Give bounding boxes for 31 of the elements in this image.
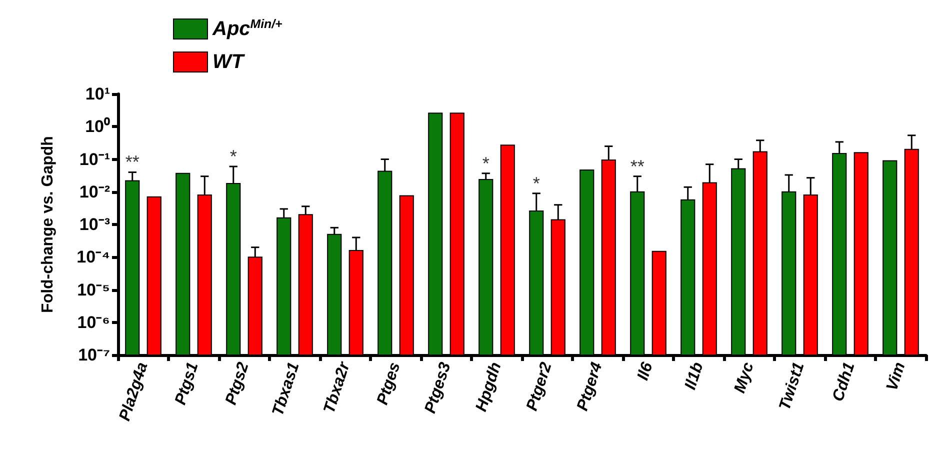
y-tick-label: 10⁻⁵ xyxy=(77,280,110,300)
y-tick-label: 10¹ xyxy=(85,84,110,104)
y-tick-label: 10⁰ xyxy=(85,117,110,136)
x-tick-label: Hpgdh xyxy=(473,360,505,414)
y-tick-label: 10⁻³ xyxy=(79,215,110,234)
x-tick-label: Ptgs2 xyxy=(222,360,252,408)
data-label: * xyxy=(532,173,540,194)
x-tick-label: Il6 xyxy=(634,360,656,383)
y-tick-label: 10⁻⁶ xyxy=(77,312,110,332)
y-tick-label: 10⁻¹ xyxy=(79,150,110,169)
x-tick-label: Ptges3 xyxy=(422,360,454,416)
x-tick-label: Ptger4 xyxy=(574,360,606,413)
legend-label: WT xyxy=(212,51,246,73)
x-tick-label: Vim xyxy=(884,360,909,393)
x-tick-label: Ptgs1 xyxy=(172,360,202,408)
x-tick-label: Ptger2 xyxy=(524,360,556,413)
y-tick-label: 10⁻² xyxy=(79,182,110,202)
x-tick-label: Cdh1 xyxy=(830,360,858,404)
data-label: * xyxy=(482,153,490,174)
x-tick-label: Il1b xyxy=(682,360,707,392)
y-axis-title: Fold-change vs. Gapdh xyxy=(40,136,56,313)
y-tick-label: 10⁻⁷ xyxy=(78,346,110,364)
data-label: ** xyxy=(630,156,644,176)
x-tick-label: Tbxas1 xyxy=(270,360,303,418)
y-tick-label: 10⁻⁴ xyxy=(76,248,110,267)
x-tick-label: Myc xyxy=(732,360,758,396)
data-label: ** xyxy=(125,152,140,172)
x-tick-label: Ptges xyxy=(374,360,404,408)
x-tick-label: Twist1 xyxy=(776,360,808,412)
data-label: * xyxy=(230,146,237,166)
x-tick-label: Tbxa2r xyxy=(320,360,354,416)
